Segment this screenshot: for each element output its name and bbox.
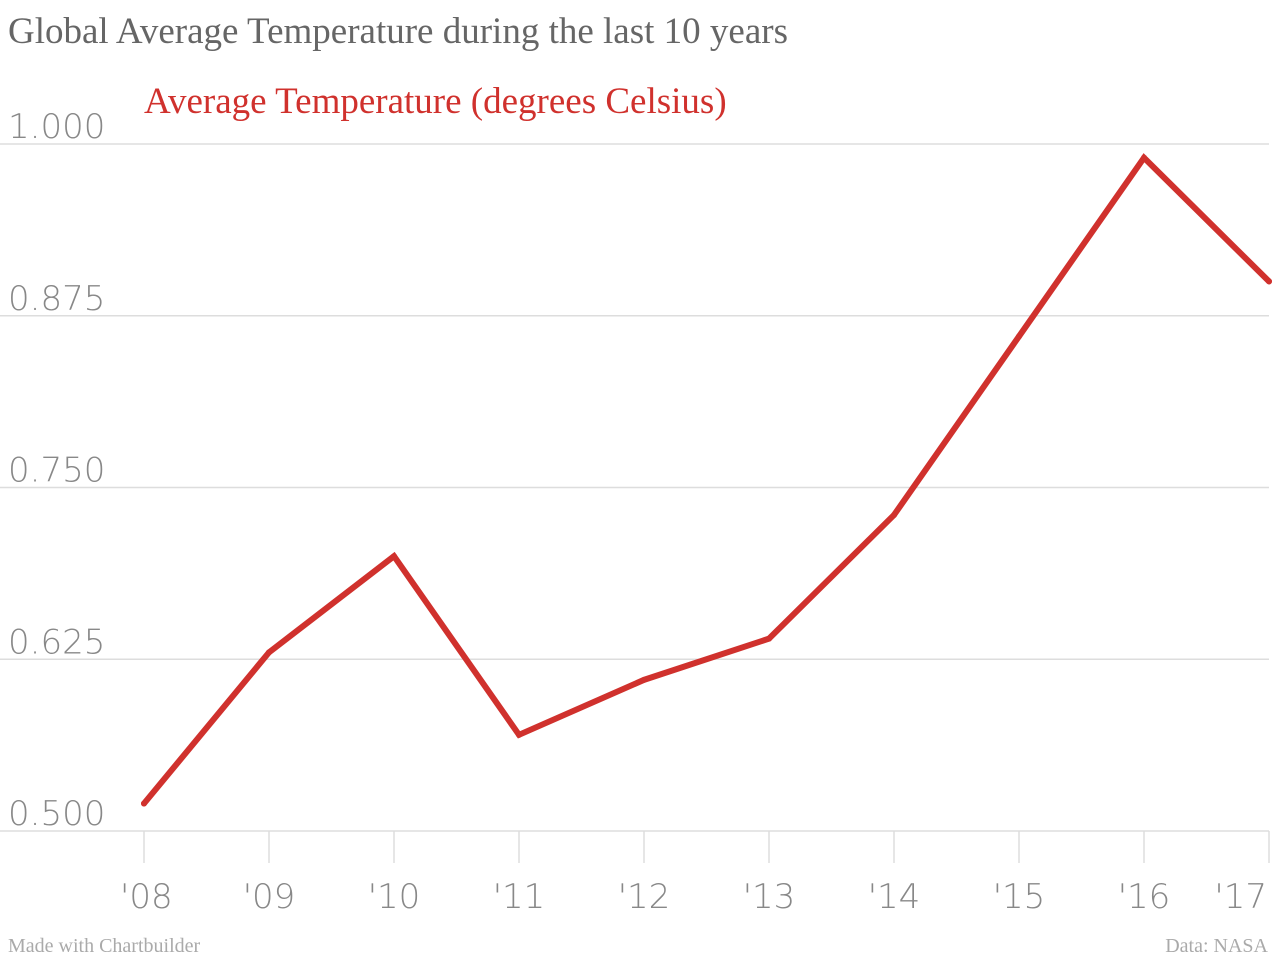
data-point xyxy=(1266,278,1272,285)
credit-data-source: Data: NASA xyxy=(1165,935,1268,957)
data-point xyxy=(891,511,897,518)
data-point xyxy=(141,800,147,807)
x-tick-label: '10 xyxy=(368,877,421,917)
y-tick-label: 0.625 xyxy=(8,622,105,662)
x-tick-label: '08 xyxy=(120,877,173,917)
series-layer xyxy=(141,153,1272,807)
y-axis-labels: 0.500 0.625 0.750 0.875 1.000 xyxy=(8,107,105,834)
data-point xyxy=(266,649,272,656)
x-tick-label: '13 xyxy=(743,877,796,917)
grid-layer xyxy=(0,143,1269,832)
data-point xyxy=(1141,154,1147,161)
x-tick-label: '09 xyxy=(243,877,296,917)
data-point xyxy=(1016,333,1022,340)
x-tick-label: '15 xyxy=(993,877,1046,917)
y-tick-label: 1.000 xyxy=(8,107,105,147)
x-ticks xyxy=(143,831,1270,863)
chart-title: Global Average Temperature during the la… xyxy=(8,11,788,52)
data-point xyxy=(516,731,522,738)
x-tick-label: '14 xyxy=(868,877,921,917)
data-point xyxy=(641,676,647,683)
y-tick-label: 0.500 xyxy=(8,794,105,834)
series-label: Average Temperature (degrees Celsius) xyxy=(144,81,727,122)
x-axis-labels: '08 '09 '10 '11 '12 '13 '14 '15 '16 '17 xyxy=(120,877,1267,917)
credit-chartbuilder: Made with Chartbuilder xyxy=(8,935,201,957)
y-tick-label: 0.875 xyxy=(8,279,105,319)
x-tick-label: '17 xyxy=(1214,877,1267,917)
x-tick-label: '12 xyxy=(618,877,671,917)
series-line-0 xyxy=(141,153,1272,807)
y-tick-label: 0.750 xyxy=(8,451,105,491)
x-tick-label: '16 xyxy=(1118,877,1171,917)
x-tick-label: '11 xyxy=(493,877,546,917)
data-point xyxy=(766,635,772,642)
data-point xyxy=(391,553,397,560)
